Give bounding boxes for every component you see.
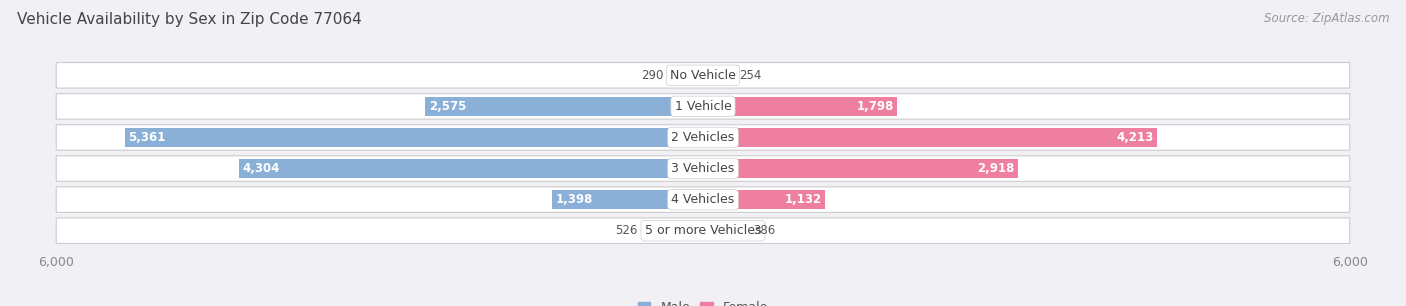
- Text: 386: 386: [754, 224, 776, 237]
- Bar: [426, 97, 703, 116]
- Bar: [703, 128, 1157, 147]
- FancyBboxPatch shape: [56, 94, 1350, 119]
- Text: 1,798: 1,798: [856, 100, 894, 113]
- FancyBboxPatch shape: [56, 218, 1350, 244]
- FancyBboxPatch shape: [56, 62, 1350, 88]
- Bar: [239, 159, 703, 178]
- Text: No Vehicle: No Vehicle: [671, 69, 735, 82]
- Bar: [553, 190, 703, 209]
- Text: 3 Vehicles: 3 Vehicles: [672, 162, 734, 175]
- Text: 1,398: 1,398: [555, 193, 593, 206]
- FancyBboxPatch shape: [56, 156, 1350, 181]
- Text: 2,918: 2,918: [977, 162, 1014, 175]
- Text: 5,361: 5,361: [128, 131, 166, 144]
- Text: 2,575: 2,575: [429, 100, 465, 113]
- Text: 4 Vehicles: 4 Vehicles: [672, 193, 734, 206]
- Legend: Male, Female: Male, Female: [633, 296, 773, 306]
- Text: 1,132: 1,132: [785, 193, 821, 206]
- Text: 290: 290: [641, 69, 664, 82]
- Bar: [647, 221, 703, 240]
- Text: 526: 526: [616, 224, 638, 237]
- Text: 1 Vehicle: 1 Vehicle: [675, 100, 731, 113]
- Bar: [703, 66, 730, 85]
- Text: 4,213: 4,213: [1116, 131, 1154, 144]
- FancyBboxPatch shape: [56, 125, 1350, 150]
- Bar: [703, 190, 825, 209]
- Bar: [703, 97, 897, 116]
- Text: 4,304: 4,304: [242, 162, 280, 175]
- Bar: [703, 159, 1018, 178]
- Text: 254: 254: [740, 69, 762, 82]
- Bar: [125, 128, 703, 147]
- Text: 2 Vehicles: 2 Vehicles: [672, 131, 734, 144]
- Bar: [703, 221, 745, 240]
- Text: 5 or more Vehicles: 5 or more Vehicles: [645, 224, 761, 237]
- Text: Vehicle Availability by Sex in Zip Code 77064: Vehicle Availability by Sex in Zip Code …: [17, 12, 361, 27]
- Text: Source: ZipAtlas.com: Source: ZipAtlas.com: [1264, 12, 1389, 25]
- FancyBboxPatch shape: [56, 187, 1350, 212]
- Bar: [672, 66, 703, 85]
